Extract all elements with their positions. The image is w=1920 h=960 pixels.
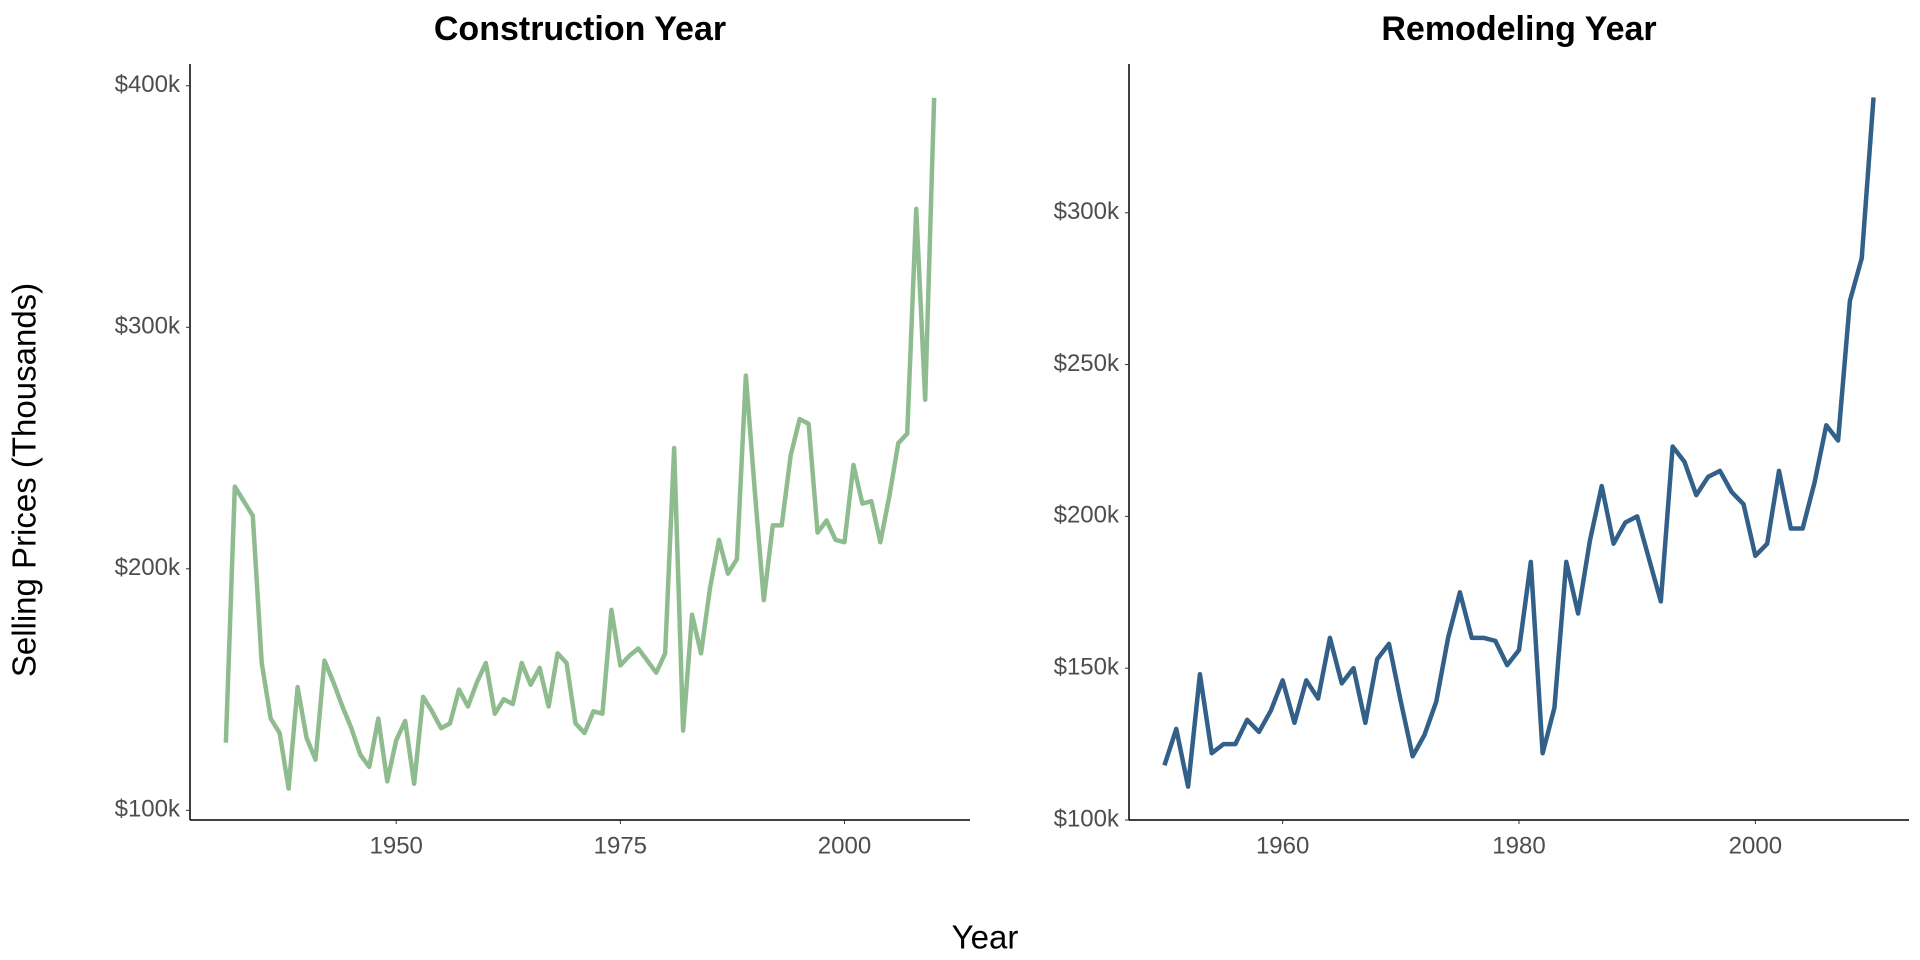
y-tick-label: $250k xyxy=(1054,350,1120,377)
chart-title: Construction Year xyxy=(434,10,726,48)
y-tick-label: $100k xyxy=(115,796,181,823)
y-tick-label: $400k xyxy=(115,71,181,98)
data-line xyxy=(223,97,937,791)
chart-title: Remodeling Year xyxy=(1381,10,1656,48)
x-tick-label: 2000 xyxy=(1729,832,1782,859)
x-tick-label: 2000 xyxy=(818,832,871,859)
x-tick-label: 1975 xyxy=(594,832,647,859)
x-tick-label: 1950 xyxy=(370,832,423,859)
y-tick-label: $300k xyxy=(115,313,181,340)
x-tick-label: 1960 xyxy=(1256,832,1309,859)
y-axis-title: Selling Prices (Thousands) xyxy=(6,283,43,677)
x-axis-title: Year xyxy=(952,919,1019,956)
y-tick-label: $300k xyxy=(1054,198,1120,225)
y-tick-label: $150k xyxy=(1054,654,1120,681)
y-tick-label: $100k xyxy=(1054,805,1120,832)
x-tick-label: 1980 xyxy=(1492,832,1545,859)
y-tick-label: $200k xyxy=(115,554,181,581)
y-tick-label: $200k xyxy=(1054,502,1120,529)
data-line xyxy=(1162,97,1876,789)
